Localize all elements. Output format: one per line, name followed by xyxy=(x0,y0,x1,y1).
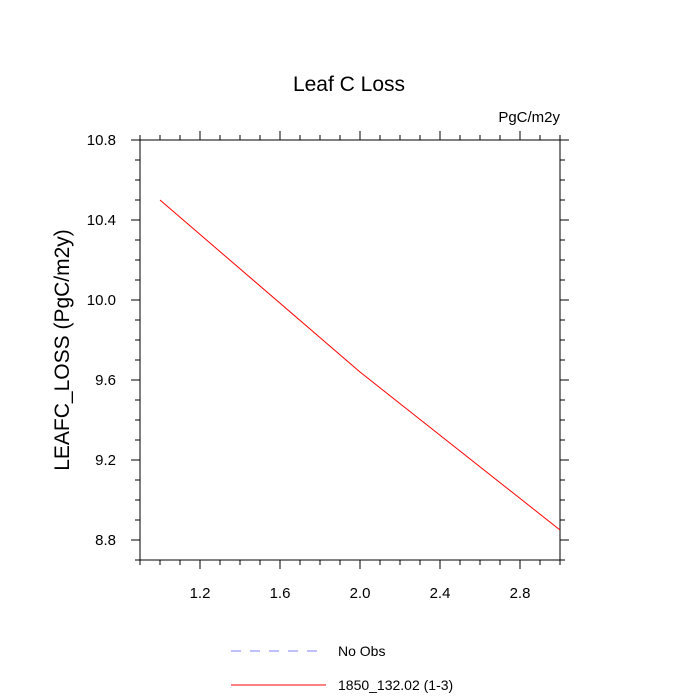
y-tick-label: 9.2 xyxy=(95,452,116,469)
y-tick-label: 9.6 xyxy=(95,372,116,389)
x-tick-label: 2.0 xyxy=(350,585,371,602)
series-layer xyxy=(159,199,561,531)
y-tick-label: 10.8 xyxy=(87,132,116,149)
x-tick-label: 2.8 xyxy=(510,585,531,602)
axis-tick-labels: 1.2 1.6 2.0 2.4 2.8 8.8 9.2 9.6 10.0 10.4 10.8 xyxy=(87,132,531,602)
legend: No Obs 1850_132.02 (1-3) xyxy=(231,643,453,693)
legend-label: 1850_132.02 (1-3) xyxy=(338,677,453,693)
y-tick-label: 10.4 xyxy=(87,212,116,229)
plot-frame xyxy=(139,139,561,561)
axis-ticks xyxy=(131,131,569,569)
y-axis-label: LEAFC_LOSS (PgC/m2y) xyxy=(51,229,74,471)
chart-title: Leaf C Loss xyxy=(293,73,405,96)
units-label: PgC/m2y xyxy=(498,109,560,126)
series-line xyxy=(159,199,561,531)
x-tick-label: 2.4 xyxy=(430,585,451,602)
y-tick-label: 8.8 xyxy=(95,532,116,549)
x-tick-label: 1.6 xyxy=(270,585,291,602)
legend-label: No Obs xyxy=(338,643,385,659)
y-tick-label: 10.0 xyxy=(87,292,116,309)
x-tick-label: 1.2 xyxy=(190,585,211,602)
